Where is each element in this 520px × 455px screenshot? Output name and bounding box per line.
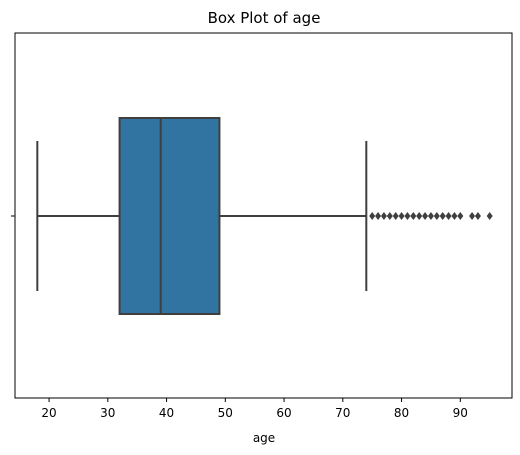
outlier-point: [392, 212, 399, 220]
outlier-point: [404, 212, 411, 220]
x-tick-label: 40: [159, 406, 174, 420]
x-tick-label: 30: [100, 406, 115, 420]
outlier-point: [439, 212, 446, 220]
outlier-point: [380, 212, 387, 220]
outlier-point: [427, 212, 434, 220]
x-tick-label: 80: [394, 406, 409, 420]
x-tick-label: 20: [41, 406, 56, 420]
x-tick-label: 70: [335, 406, 350, 420]
x-tick-label: 60: [276, 406, 291, 420]
outlier-point: [451, 212, 458, 220]
outlier-point: [474, 212, 481, 220]
outlier-point: [433, 212, 440, 220]
outlier-point: [445, 212, 452, 220]
outlier-point: [386, 212, 393, 220]
outlier-point: [422, 212, 429, 220]
chart-title: Box Plot of age: [208, 9, 321, 27]
outlier-point: [369, 212, 376, 220]
outlier-point: [486, 212, 493, 220]
outlier-point: [416, 212, 423, 220]
x-tick-label: 90: [453, 406, 468, 420]
x-axis-ticks: 20 30 40 50 60 70 80 90: [41, 398, 468, 420]
outlier-point: [375, 212, 382, 220]
outlier-point: [457, 212, 464, 220]
x-axis-label: age: [253, 431, 275, 445]
x-tick-label: 50: [218, 406, 233, 420]
outlier-point: [398, 212, 405, 220]
outlier-point: [410, 212, 417, 220]
outlier-point: [469, 212, 476, 220]
plot-area: [36, 117, 493, 315]
iqr-box: [118, 117, 221, 315]
